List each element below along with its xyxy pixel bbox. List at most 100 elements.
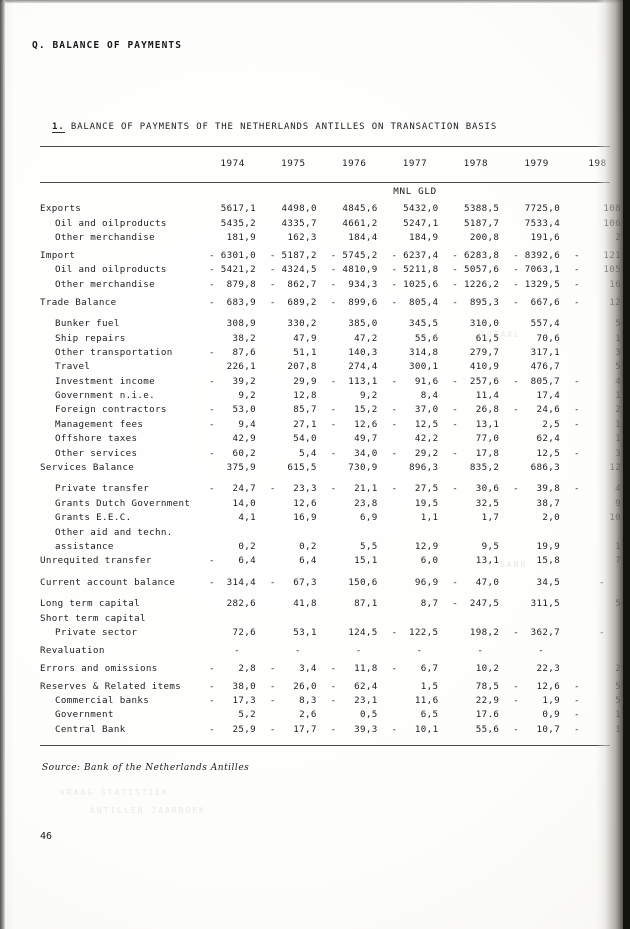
unit-label: MNL GLD bbox=[393, 186, 437, 198]
table-row: Oil and oilproducts -5421,2 -4324,5 -4810,9… bbox=[40, 265, 628, 279]
cell-value: 19,9 bbox=[536, 541, 561, 552]
row-label: Exports bbox=[40, 203, 82, 215]
cell-value: 300,1 bbox=[409, 361, 439, 373]
cell-value: 41,8 bbox=[293, 598, 317, 610]
cell-value: 15,8 bbox=[536, 555, 561, 567]
table-title: 1. BALANCE OF PAYMENTS OF THE NETHERLAND… bbox=[52, 122, 497, 133]
table-row: Government 5,2 2,6 0,5 6,5 17.6 0,9 -1 bbox=[40, 710, 628, 724]
row-label: Trade Balance bbox=[40, 296, 117, 308]
year-header-blank bbox=[40, 150, 202, 177]
cell-value: -8,3 bbox=[269, 695, 317, 707]
row-label: Offshore taxes bbox=[55, 433, 138, 445]
cell-value: -12,5 bbox=[391, 418, 439, 430]
cell-value: -4324,5 bbox=[269, 264, 317, 276]
cell-value: 1 bbox=[615, 390, 621, 402]
cell-value: 476,7 bbox=[530, 361, 561, 373]
cell-value bbox=[324, 614, 385, 628]
table-row: Investment income -39,2 29,9 -113,1 -91,6 -25… bbox=[40, 375, 628, 391]
cell-value: -26,8 bbox=[452, 404, 500, 416]
cell-value: 311,5 bbox=[530, 598, 561, 610]
cell-value: 5,2 bbox=[238, 709, 257, 721]
table-row: Other transportation -87,6 51,1 140,3 314,8 2… bbox=[40, 348, 628, 362]
page-number: 46 bbox=[40, 831, 53, 842]
unit-row: MNL GLD bbox=[40, 177, 628, 204]
cell-value: 615,5 bbox=[287, 462, 317, 474]
cell-value bbox=[385, 614, 446, 628]
cell-value: -10,7 bbox=[513, 723, 561, 735]
cell-value: 12,8 bbox=[293, 390, 317, 402]
cell-value bbox=[263, 528, 324, 542]
table-number: 1. bbox=[52, 122, 65, 133]
table-row: Government n.i.e. 9,2 12,8 9,2 8,4 11,4 17,4 1 bbox=[40, 391, 628, 405]
table-row: Ship repairs 38,2 47,9 47,2 55,6 61,5 70,6 1 bbox=[40, 332, 628, 348]
cell-value: 3 bbox=[615, 346, 621, 358]
cell-value: -6301,0 bbox=[209, 250, 257, 262]
row-label: Investment income bbox=[55, 375, 155, 387]
table-body: Exports 5617,1 4498,0 4845,6 5432,0 5388,5 772… bbox=[40, 204, 628, 739]
cell-value: 22,9 bbox=[475, 695, 500, 707]
row-label: Private sector bbox=[55, 626, 138, 638]
cell-value bbox=[324, 528, 385, 542]
row-label: Unrequited transfer bbox=[40, 555, 152, 567]
row-label: Foreign contractors bbox=[55, 404, 167, 416]
table-row: Unrequited transfer -6,4 6,4 15,1 6,0 13,1 15,… bbox=[40, 556, 628, 570]
cell-value: -23,3 bbox=[269, 483, 317, 495]
cell-value: 27,1 bbox=[293, 418, 317, 430]
cell-value: 410,9 bbox=[469, 361, 500, 373]
cell-value: 181,9 bbox=[226, 232, 257, 244]
cell-value: -10,1 bbox=[391, 723, 439, 735]
row-label: Services Balance bbox=[40, 462, 135, 474]
row-label: Other aid and techn. bbox=[55, 526, 173, 538]
table-row: Exports 5617,1 4498,0 4845,6 5432,0 5388,5 772… bbox=[40, 204, 628, 218]
cell-value: -805,7 bbox=[513, 375, 561, 387]
row-label: Ship repairs bbox=[55, 332, 126, 344]
cell-value: -29,2 bbox=[391, 447, 439, 459]
cell-value: 330,2 bbox=[287, 318, 317, 330]
cell-value: -2,8 bbox=[209, 662, 257, 674]
year-header-row: 1974 1975 1976 1977 1978 1979 198 bbox=[40, 150, 628, 177]
cell-value: -895,3 bbox=[452, 296, 500, 308]
cell-value: -4 bbox=[574, 375, 621, 387]
cell-value: 72,6 bbox=[232, 626, 257, 638]
cell-value: -6,7 bbox=[391, 662, 439, 674]
cell-value: -17,7 bbox=[269, 723, 317, 735]
rule-bottom bbox=[40, 745, 610, 746]
year-header-1974: 1974 bbox=[220, 158, 245, 169]
table-row: Errors and omissions -2,8 -3,4 -11,8 -6,7 10,… bbox=[40, 660, 628, 678]
cell-value: 6,9 bbox=[359, 512, 378, 524]
cell-value: 55,6 bbox=[414, 332, 439, 344]
cell-value: 198,2 bbox=[469, 626, 500, 638]
cell-value: 49,7 bbox=[354, 433, 378, 445]
row-label: Long term capital bbox=[40, 598, 140, 610]
cell-value: 6,0 bbox=[420, 555, 439, 567]
cell-value: -247,5 bbox=[452, 598, 500, 610]
row-label: Grants Dutch Government bbox=[55, 497, 191, 509]
year-header-1979: 1979 bbox=[524, 158, 549, 169]
cell-value: 108 bbox=[603, 203, 621, 215]
table-row: Import -6301,0 -5187,2 -5745,2 -6237,4 -6283,… bbox=[40, 248, 628, 266]
row-label: Oil and oilproducts bbox=[55, 264, 167, 276]
table-row: Other aid and techn. bbox=[40, 526, 628, 542]
cell-value: 2,6 bbox=[299, 709, 317, 721]
cell-value: 9,5 bbox=[481, 541, 500, 552]
cell-value: 47,2 bbox=[354, 332, 378, 344]
row-label: Reserves & Related items bbox=[40, 680, 182, 692]
cell-value: -6,4 bbox=[209, 555, 257, 567]
cell-value: -38,0 bbox=[209, 680, 257, 692]
cell-value: -62,4 bbox=[330, 680, 378, 692]
cell-value: 162,3 bbox=[287, 232, 317, 244]
cell-value: -4810,9 bbox=[330, 264, 378, 276]
cell-value: 47,9 bbox=[293, 332, 317, 344]
cell-value: -17,8 bbox=[452, 447, 500, 459]
cell-value: 62,4 bbox=[536, 433, 561, 445]
cell-value: -362,7 bbox=[513, 626, 561, 638]
cell-value: -87,6 bbox=[209, 346, 257, 358]
year-header-198: 198 bbox=[588, 158, 607, 169]
cell-value bbox=[202, 614, 263, 628]
cell-value: 5,5 bbox=[359, 541, 378, 552]
cell-value: 29,9 bbox=[293, 375, 317, 387]
cell-value: 70,6 bbox=[536, 332, 561, 344]
cell-value: 2 bbox=[615, 662, 621, 674]
cell-value: -13,1 bbox=[452, 418, 500, 430]
cell-value: -6283,8 bbox=[452, 250, 500, 262]
